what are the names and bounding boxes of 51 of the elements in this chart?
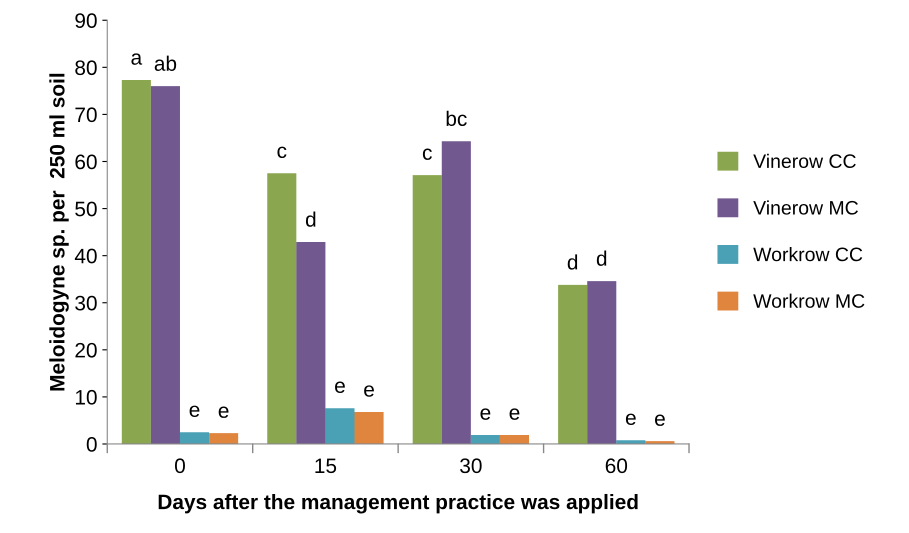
bar [122,80,151,444]
y-tick-label: 50 [75,202,97,216]
y-tick-label: 0 [86,436,97,452]
y-tick-label: 10 [76,390,97,405]
bar [354,412,384,444]
x-tick-label: 0 [175,458,185,474]
x-tick-label: 30 [460,458,482,474]
y-tick-label: 30 [75,296,97,310]
y-axis-title: Meloidogyne sp. per 250 ml soil [49,74,69,390]
bar [325,408,355,444]
legend-label: Workrow MC [753,294,864,308]
annotation: d [568,254,578,270]
y-tick-label: 20 [75,342,97,358]
bar [209,433,238,444]
y-tick-label: 90 [75,13,97,28]
bar [267,173,296,444]
annotation: e [626,414,636,425]
y-tick-label: 60 [75,154,97,170]
annotation: e [190,406,200,417]
legend-label: Vinerow CC [753,154,856,168]
annotation: bc [446,110,467,126]
x-axis-title: Days after the management practice was applied [158,494,638,514]
bar [587,281,616,444]
x-tick-label: 15 [315,458,336,474]
annotation: e [364,385,374,397]
bar [470,435,500,444]
annotation: c [422,148,432,160]
annotation: e [480,408,490,420]
bar [412,175,442,444]
annotation: e [335,382,345,393]
x-tick-label: 60 [606,458,628,474]
annotation: d [306,211,316,227]
y-tick-label: 40 [74,248,97,264]
annotation: d [596,250,606,266]
bar [442,141,471,444]
bar [616,440,646,444]
bar [558,284,588,444]
legend-label: Vinerow MC [753,200,858,215]
annotation: c [277,146,286,158]
annotation: e [510,408,520,420]
y-tick-label: 70 [75,107,97,122]
bar [296,242,326,444]
bar [500,435,530,444]
y-tick-label: 80 [75,60,97,76]
annotation: e [655,414,665,426]
annotation: ab [154,56,176,71]
bar [180,432,210,444]
annotation: a [131,53,142,65]
legend-label: Workrow CC [753,247,862,262]
bar [150,86,180,444]
annotation: e [218,406,228,418]
